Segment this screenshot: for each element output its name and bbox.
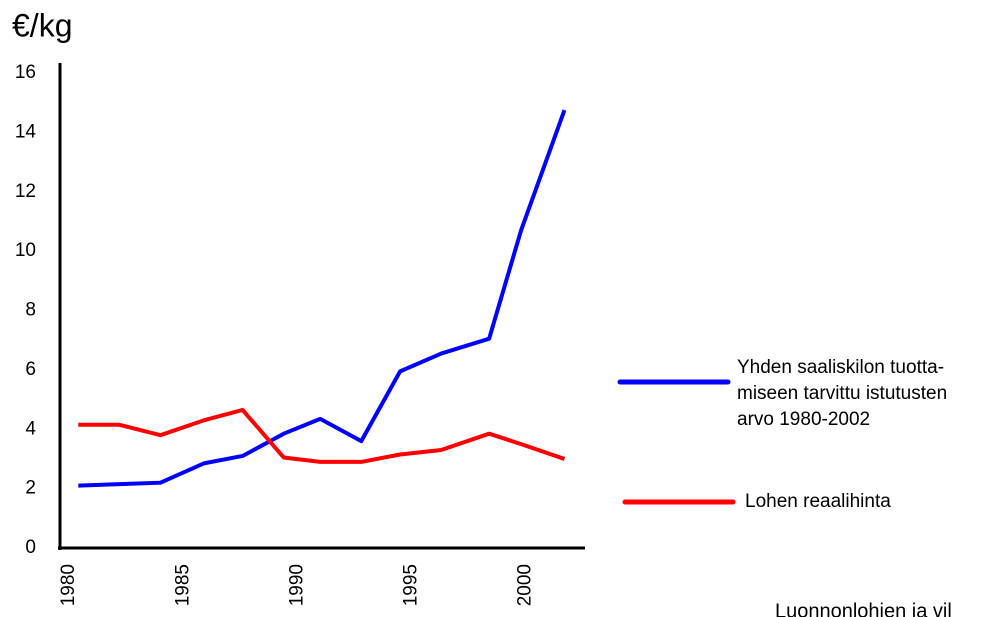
legend-label: Yhden saaliskilon tuotta- miseen tarvitt… (737, 357, 948, 430)
x-tick-label: 1980 (58, 564, 79, 606)
x-tick-label: 2000 (515, 564, 536, 606)
y-tick-label: 4 (25, 418, 36, 439)
x-tick-label: 1995 (401, 564, 422, 606)
y-tick-label: 14 (15, 121, 37, 142)
y-tick-label: 10 (15, 240, 36, 261)
series-line (78, 407, 566, 464)
y-axis-label: €/kg (12, 7, 72, 43)
x-tick-label: 1985 (172, 564, 193, 606)
y-tick-label: 0 (25, 537, 36, 558)
source: Luonnonlohien ja vil (775, 600, 952, 617)
y-tick-label: 2 (25, 478, 36, 499)
y-tick-label: 8 (25, 300, 36, 321)
x-tick-label: 1990 (286, 564, 307, 606)
y-tick-label: 6 (25, 359, 36, 380)
legend-label: Lohen reaalihinta (745, 491, 891, 512)
y-tick-label: 16 (15, 62, 36, 83)
y-tick-label: 12 (15, 181, 36, 202)
series-line (78, 109, 567, 488)
